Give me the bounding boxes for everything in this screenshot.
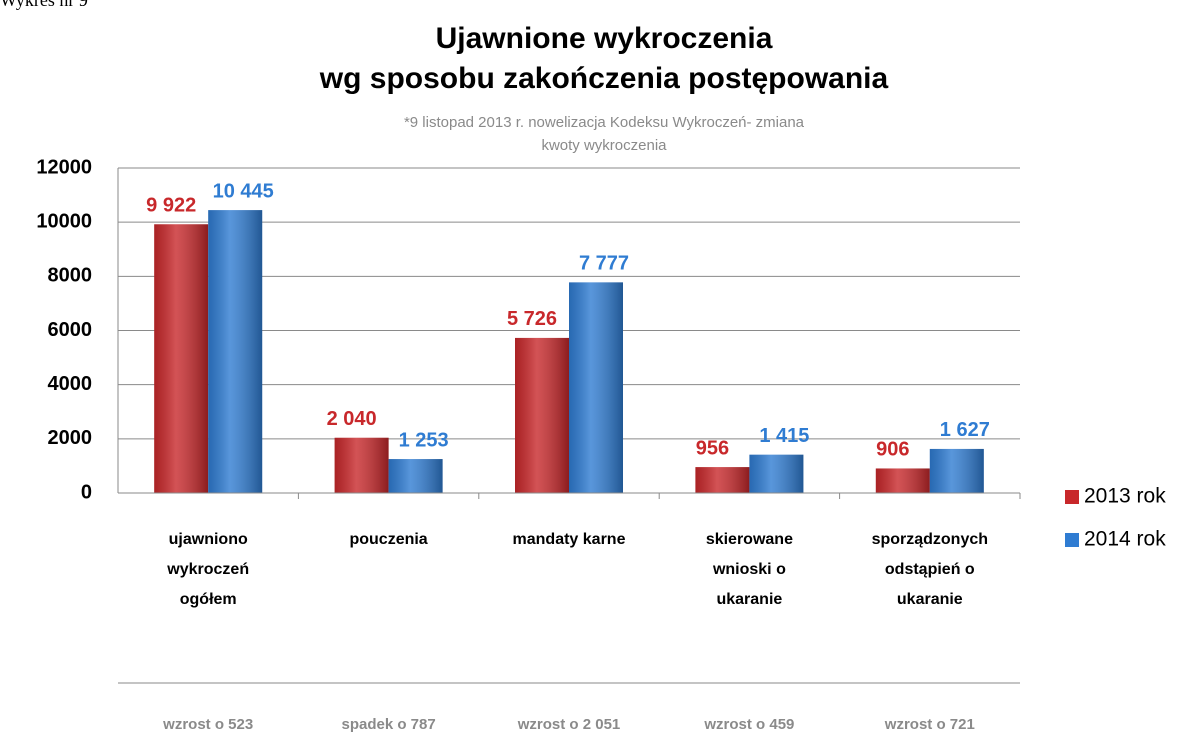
bar-shade (569, 282, 623, 493)
subtitle: *9 listopad 2013 r. nowelizacja Kodeksu … (404, 114, 805, 131)
data-label: 10 445 (213, 180, 274, 202)
bar-shade (875, 468, 930, 493)
x-tick-label: mandaty karne (513, 531, 626, 548)
data-label: 9 922 (146, 195, 196, 217)
legend-label: 2013 rok (1084, 485, 1166, 508)
annotation: wzrost o 523 (162, 716, 253, 733)
subtitle: kwoty wykroczenia (541, 137, 667, 154)
y-tick-label: 10000 (36, 210, 92, 232)
x-tick-label: sporządzonych odstąpień o ukaranie (872, 531, 988, 608)
bar-shade (929, 448, 984, 493)
bar-shade (388, 459, 443, 493)
chart-title: wg sposobu zakończenia postępowania (319, 62, 889, 95)
legend-label: 2014 rok (1084, 528, 1166, 551)
annotation: wzrost o 459 (703, 716, 794, 733)
legend-swatch (1065, 490, 1079, 504)
annotation: wzrost o 721 (884, 716, 975, 733)
x-tick-label: ujawniono wykroczeń ogółem (166, 531, 249, 608)
y-tick-label: 12000 (36, 156, 92, 178)
data-label: 906 (876, 439, 909, 461)
data-label: 1 627 (940, 419, 990, 441)
data-label: 956 (696, 437, 729, 459)
bar-shade (695, 467, 750, 493)
legend-swatch (1065, 533, 1079, 547)
y-tick-label: 4000 (48, 373, 93, 395)
bar-shade (515, 337, 569, 493)
y-tick-label: 6000 (48, 319, 93, 341)
x-tick-label: pouczenia (349, 531, 427, 548)
bar-shade (208, 210, 263, 494)
data-label: 1 253 (399, 429, 449, 451)
caption: Wykres nr 9 (0, 0, 88, 10)
y-tick-label: 8000 (48, 265, 93, 287)
bar-shade (154, 224, 209, 493)
annotation: spadek o 787 (341, 716, 435, 733)
y-tick-label: 2000 (48, 427, 93, 449)
data-label: 2 040 (327, 408, 377, 430)
bar-shade (749, 454, 804, 493)
bar-shade (334, 437, 389, 493)
annotation: wzrost o 2 051 (517, 716, 621, 733)
x-tick-label: skierowane wnioski o ukaranie (706, 531, 793, 608)
y-tick-label: 0 (81, 481, 92, 503)
chart-title: Ujawnione wykroczenia (436, 22, 773, 55)
data-label: 1 415 (759, 425, 809, 447)
data-label: 5 726 (507, 308, 557, 330)
data-label: 7 777 (579, 253, 629, 275)
